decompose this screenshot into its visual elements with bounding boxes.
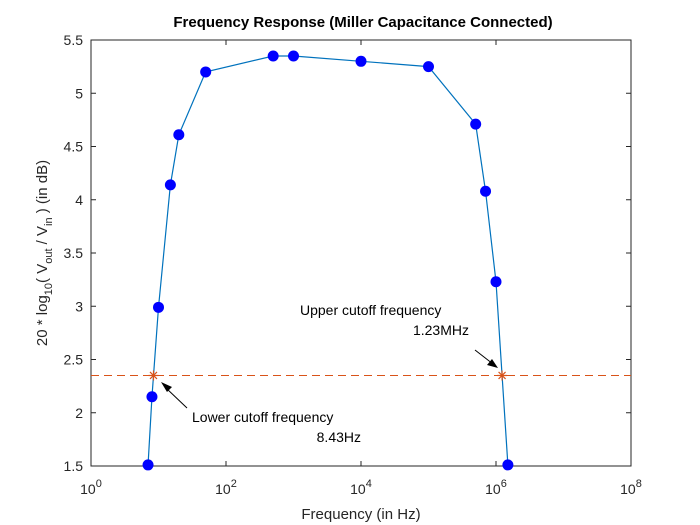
- data-markers: [142, 50, 514, 471]
- y-tick-label: 4: [75, 192, 83, 208]
- y-tick-label: 2.5: [64, 352, 84, 368]
- x-tick-label: 108: [620, 478, 642, 497]
- data-point: [267, 50, 279, 62]
- upper-cutoff-value: 1.23MHz: [413, 322, 469, 338]
- y-tick-label: 3.5: [64, 245, 84, 261]
- y-axis-label: 20 * log10( Vout / Vin ) (in dB): [34, 160, 55, 346]
- upper-cutoff-arrowhead: [487, 359, 498, 368]
- y-tick-label: 2: [75, 405, 83, 421]
- x-tick-labels: 100 102 104 106 108: [80, 478, 642, 497]
- data-point: [490, 276, 502, 288]
- data-point: [146, 391, 158, 403]
- plot-area: [90, 39, 632, 467]
- data-point: [153, 301, 164, 313]
- lower-cutoff-arrowhead: [161, 382, 172, 392]
- y-tick-label: 5.5: [64, 32, 84, 48]
- chart-title: Frequency Response (Miller Capacitance C…: [173, 14, 552, 31]
- lower-cutoff-value: 8.43Hz: [317, 429, 361, 445]
- data-point: [142, 459, 154, 471]
- y-tick-label: 3: [75, 298, 83, 314]
- lower-cutoff-annotation: Lower cutoff frequency 8.43Hz: [161, 382, 361, 445]
- y-tick-label: 5: [75, 85, 83, 101]
- y-tick-label: 4.5: [64, 139, 84, 155]
- data-point: [355, 55, 367, 67]
- y-tick-label: 1.5: [64, 458, 84, 474]
- cutoff-point-marker: [148, 370, 159, 381]
- y-tick-labels: 1.5 2 2.5 3 3.5 4 4.5 5 5.5: [64, 32, 84, 474]
- x-axis-label: Frequency (in Hz): [301, 506, 420, 523]
- lower-cutoff-arrow: [165, 387, 188, 409]
- upper-cutoff-label: Upper cutoff frequency: [300, 302, 441, 318]
- data-point: [470, 118, 482, 130]
- data-point: [502, 459, 514, 471]
- lower-cutoff-label: Lower cutoff frequency: [192, 409, 333, 425]
- series-line: [147, 55, 509, 465]
- data-point: [173, 129, 185, 141]
- x-tick-label: 100: [80, 478, 102, 497]
- upper-cutoff-annotation: Upper cutoff frequency 1.23MHz: [300, 302, 498, 368]
- x-tick-label: 106: [485, 478, 507, 497]
- data-point: [480, 185, 492, 197]
- data-point: [288, 50, 299, 62]
- data-point: [200, 66, 212, 78]
- axis-ticks: [90, 39, 632, 467]
- cutoff-point-marker: [497, 370, 508, 381]
- data-point: [423, 61, 434, 73]
- cutoff-markers: [148, 370, 508, 381]
- x-tick-label: 104: [350, 478, 372, 497]
- x-tick-label: 102: [215, 478, 237, 497]
- data-point: [164, 179, 176, 191]
